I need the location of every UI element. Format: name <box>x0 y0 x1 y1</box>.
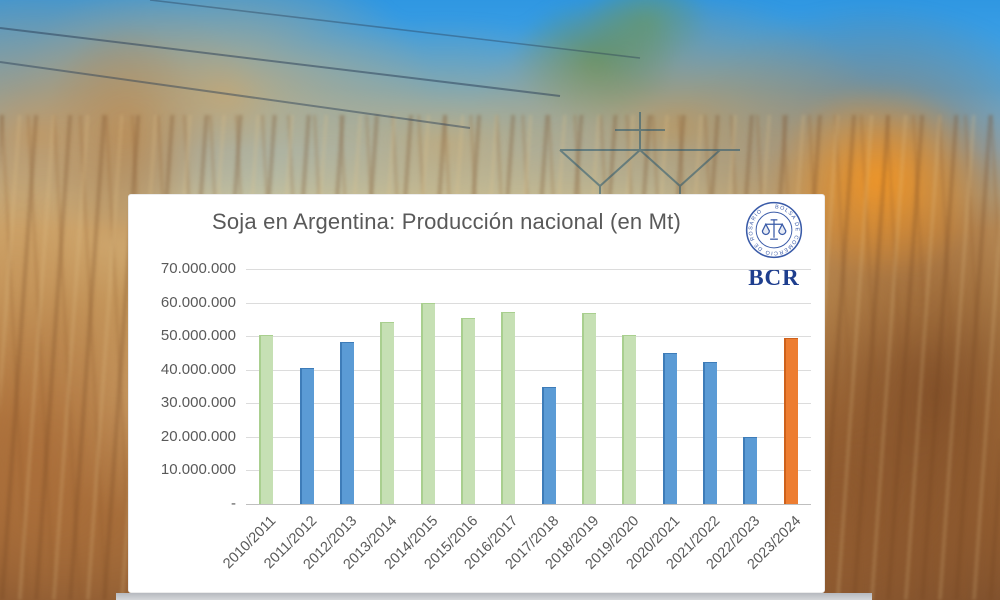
y-tick-label: 40.000.000 <box>160 361 236 378</box>
bar-2019-2020 <box>622 334 637 504</box>
gridline <box>246 437 811 438</box>
chart-title: Soja en Argentina: Producción nacional (… <box>211 209 682 234</box>
bcr-logo: BOLSA DE COMERCIO DE ROSARIO BCR <box>738 201 810 291</box>
bar-2013-2014 <box>380 321 395 504</box>
bar-2010-2011 <box>259 335 274 504</box>
y-tick-label: 20.000.000 <box>160 428 236 445</box>
y-tick-label: 10.000.000 <box>160 461 236 478</box>
gridline <box>246 504 811 505</box>
y-tick-label: 70.000.000 <box>160 260 236 277</box>
bar-2023-2024 <box>783 337 798 504</box>
pylon-icon <box>559 112 740 196</box>
gridline <box>246 370 811 371</box>
panel-shadow <box>116 593 872 600</box>
y-tick-label: 60.000.000 <box>160 294 236 311</box>
plot-area: 70.000.000 60.000.000 50.000.000 40.000.000… <box>161 260 811 573</box>
bar-2014-2015 <box>420 302 435 504</box>
gridline <box>246 336 811 337</box>
gridline <box>246 403 811 404</box>
bar-2016-2017 <box>501 311 516 504</box>
gridline <box>246 303 811 304</box>
scales-icon <box>761 219 787 240</box>
y-tick-label: - <box>231 495 236 512</box>
gridline <box>246 470 811 471</box>
bar-2011-2012 <box>299 368 314 504</box>
bcr-seal-icon: BOLSA DE COMERCIO DE ROSARIO <box>745 201 803 259</box>
power-lines-icon <box>0 0 740 196</box>
bar-2022-2023 <box>743 436 758 504</box>
bar-2015-2016 <box>460 318 475 504</box>
sky-overlay <box>0 0 1000 200</box>
y-tick-label: 50.000.000 <box>160 327 236 344</box>
bar-2021-2022 <box>703 361 718 504</box>
y-tick-label: 30.000.000 <box>160 394 236 411</box>
bar-2020-2021 <box>662 352 677 504</box>
gridline <box>246 269 811 270</box>
bar-2012-2013 <box>339 341 354 504</box>
bar-2017-2018 <box>541 386 556 504</box>
bar-2018-2019 <box>582 313 597 504</box>
chart-panel: Soja en Argentina: Producción nacional (… <box>128 194 825 593</box>
